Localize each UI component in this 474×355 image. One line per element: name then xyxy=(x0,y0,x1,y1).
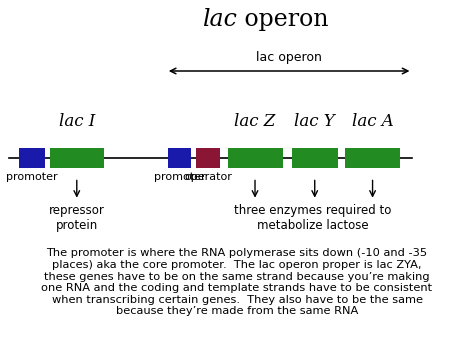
Text: lac A: lac A xyxy=(352,113,393,130)
Text: three enzymes required to
metabolize lactose: three enzymes required to metabolize lac… xyxy=(234,204,392,232)
Bar xyxy=(228,148,283,168)
Text: lac Z: lac Z xyxy=(234,113,276,130)
Text: operon: operon xyxy=(237,8,328,31)
Text: repressor
protein: repressor protein xyxy=(49,204,105,232)
Text: lac I: lac I xyxy=(59,113,95,130)
Bar xyxy=(196,148,220,168)
Bar xyxy=(292,148,338,168)
Text: The promoter is where the RNA polymerase sits down (-10 and -35
places) aka the : The promoter is where the RNA polymerase… xyxy=(41,248,433,317)
Bar xyxy=(345,148,400,168)
Bar xyxy=(168,148,191,168)
Text: promoter: promoter xyxy=(154,172,205,182)
Bar xyxy=(50,148,104,168)
Text: lac: lac xyxy=(202,8,237,31)
Text: lac operon: lac operon xyxy=(256,51,322,64)
Text: operator: operator xyxy=(184,172,232,182)
Bar xyxy=(19,148,45,168)
Text: lac Y: lac Y xyxy=(294,113,335,130)
Text: promoter: promoter xyxy=(7,172,58,182)
